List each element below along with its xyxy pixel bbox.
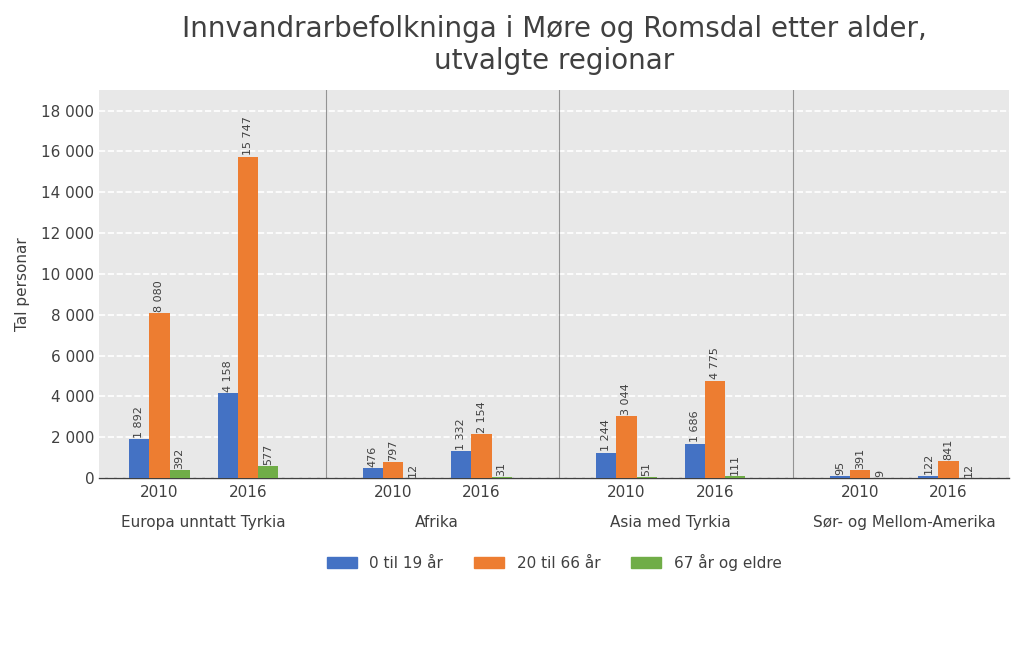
Text: 1 686: 1 686 — [690, 411, 700, 442]
Text: 577: 577 — [263, 444, 273, 465]
Text: 95: 95 — [835, 461, 845, 475]
Bar — [705, 380, 725, 478]
Bar — [829, 476, 850, 478]
Bar — [850, 470, 870, 478]
Text: 12: 12 — [964, 462, 974, 477]
Text: 4 775: 4 775 — [710, 347, 720, 379]
Bar — [471, 434, 492, 478]
Text: 2 154: 2 154 — [476, 401, 486, 433]
Text: Sør- og Mellom-Amerika: Sør- og Mellom-Amerika — [813, 515, 995, 530]
Bar — [919, 475, 938, 478]
Bar — [685, 444, 705, 478]
Text: 4 158: 4 158 — [223, 360, 232, 392]
Bar — [596, 453, 616, 478]
Y-axis label: Tal personar: Tal personar — [15, 237, 30, 331]
Text: 841: 841 — [943, 438, 953, 460]
Bar — [637, 477, 656, 478]
Text: 3 044: 3 044 — [622, 383, 632, 415]
Title: Innvandrarbefolkninga i Møre og Romsdal etter alder,
utvalgte regionar: Innvandrarbefolkninga i Møre og Romsdal … — [181, 15, 927, 75]
Text: 12: 12 — [409, 462, 418, 477]
Bar — [258, 466, 279, 478]
Bar — [362, 468, 383, 478]
Text: 8 080: 8 080 — [155, 280, 165, 312]
Text: 31: 31 — [497, 462, 507, 476]
Bar — [238, 157, 258, 478]
Text: 1 892: 1 892 — [134, 406, 144, 438]
Text: Europa unntatt Tyrkia: Europa unntatt Tyrkia — [122, 515, 286, 530]
Bar — [383, 462, 403, 478]
Text: 1 332: 1 332 — [457, 418, 466, 450]
Legend: 0 til 19 år, 20 til 66 år, 67 år og eldre: 0 til 19 år, 20 til 66 år, 67 år og eldr… — [321, 548, 787, 577]
Text: 9: 9 — [876, 469, 885, 477]
Bar — [170, 470, 189, 478]
Text: 1 244: 1 244 — [601, 420, 611, 452]
Bar — [938, 461, 958, 478]
Text: 111: 111 — [730, 454, 740, 475]
Text: 15 747: 15 747 — [243, 116, 253, 156]
Text: 476: 476 — [368, 446, 378, 467]
Text: 797: 797 — [388, 439, 398, 460]
Text: 392: 392 — [175, 448, 184, 469]
Bar — [218, 393, 238, 478]
Bar — [616, 416, 637, 478]
Bar — [150, 313, 170, 478]
Bar — [129, 440, 150, 478]
Text: Asia med Tyrkia: Asia med Tyrkia — [610, 515, 731, 530]
Bar — [725, 475, 745, 478]
Text: 122: 122 — [924, 453, 934, 474]
Text: Afrika: Afrika — [416, 515, 459, 530]
Text: 51: 51 — [642, 462, 651, 475]
Text: 391: 391 — [855, 448, 865, 469]
Bar — [452, 451, 471, 478]
